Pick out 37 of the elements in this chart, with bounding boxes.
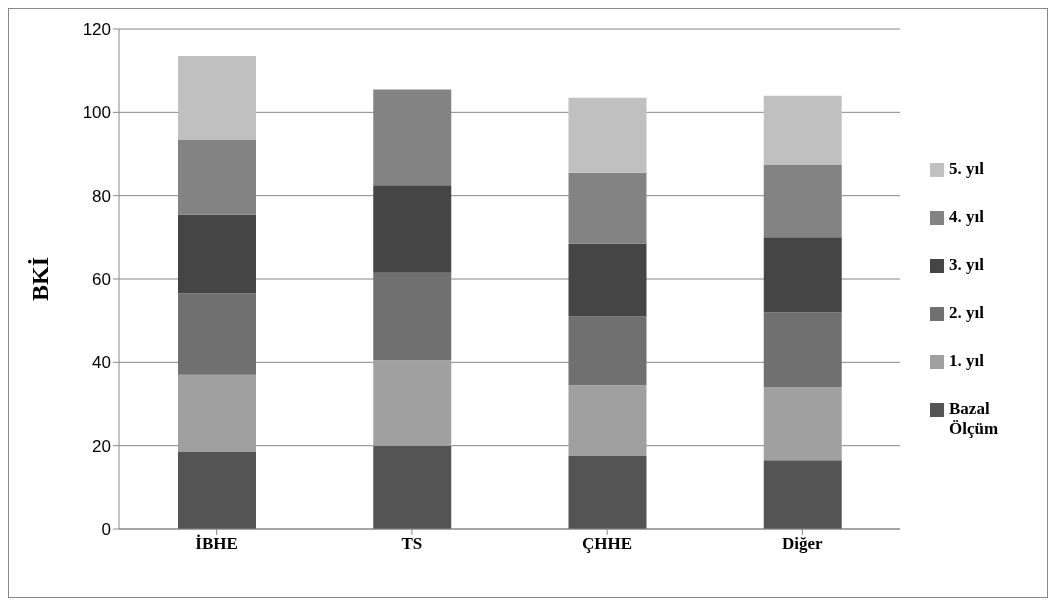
y-tick-label: 60 (92, 270, 111, 290)
x-tick-label: İBHE (195, 534, 238, 554)
bar (178, 293, 256, 375)
bar (568, 97, 647, 173)
bar (373, 360, 452, 446)
x-tick-label: TS (401, 534, 423, 554)
bar (568, 385, 647, 457)
bar (178, 56, 256, 140)
y-tick-label: 20 (92, 436, 111, 456)
bar (763, 95, 842, 165)
bar (178, 374, 256, 452)
bar (763, 387, 842, 461)
bar (568, 316, 647, 386)
bar (373, 445, 452, 529)
legend-label: 4. yıl (949, 207, 985, 227)
legend-label: 2. yıl (949, 303, 985, 323)
bar (373, 185, 452, 273)
bar (763, 237, 842, 313)
legend-label: 3. yıl (949, 255, 985, 275)
y-tick-label: 80 (92, 186, 111, 206)
legend-label: 5. yıl (949, 159, 985, 179)
x-tick-label: Diğer (782, 534, 824, 554)
bar (373, 272, 452, 361)
bar (763, 312, 842, 388)
bar (763, 460, 842, 529)
bar (568, 456, 647, 529)
y-tick-label: 100 (82, 103, 111, 123)
y-axis-title: BKİ (26, 256, 53, 302)
bar (568, 243, 647, 317)
y-tick-label: 0 (101, 520, 111, 540)
x-tick-label: ÇHHE (582, 534, 633, 554)
y-tick-label: 120 (82, 20, 111, 40)
legend-label: 1. yıl (949, 351, 985, 371)
y-tick-label: 40 (92, 353, 111, 373)
bar (178, 214, 256, 294)
legend-label: Bazal Ölçüm (949, 399, 1000, 439)
bar (178, 451, 256, 529)
